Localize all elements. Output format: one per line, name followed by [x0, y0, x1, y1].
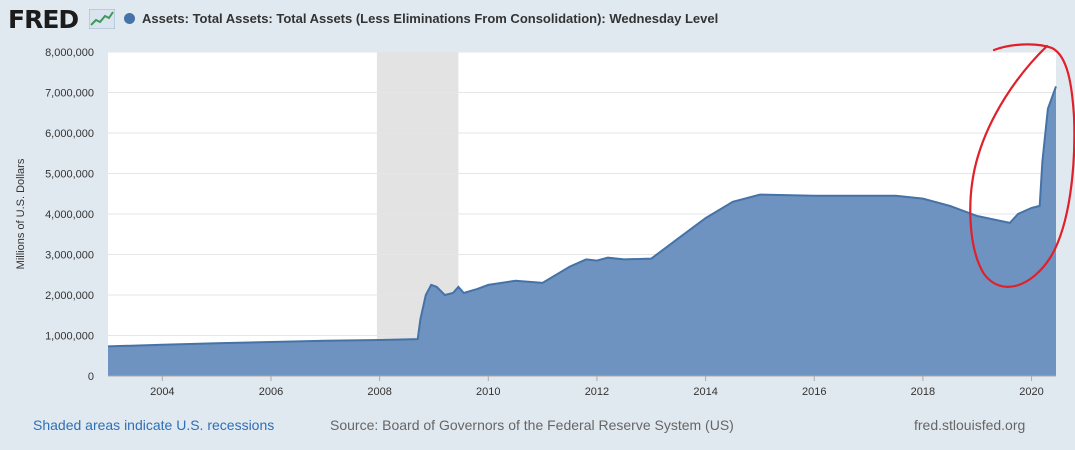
y-tick-label: 2,000,000	[45, 290, 94, 302]
x-tick-label: 2020	[1019, 386, 1043, 398]
y-tick-label: 3,000,000	[45, 250, 94, 262]
y-tick-label: 1,000,000	[45, 331, 94, 343]
line-graph-icon	[89, 9, 115, 29]
y-tick-label: 7,000,000	[45, 88, 94, 100]
x-tick-label: 2008	[367, 386, 391, 398]
site-link[interactable]: fred.stlouisfed.org	[914, 417, 1026, 433]
chart-area[interactable]: 0 1,000,000 2,000,000 3,000,000 4,000,000 5,0…	[0, 36, 1075, 408]
series-title[interactable]: Assets: Total Assets: Total Assets (Less…	[142, 11, 719, 26]
series-line[interactable]	[107, 86, 1057, 348]
y-tick-label: 4,000,000	[45, 209, 94, 221]
source-text: Source: Board of Governors of the Federa…	[330, 417, 734, 433]
x-tick-label: 2004	[150, 386, 174, 398]
x-tick-label: 2014	[693, 386, 717, 398]
annotation-circle	[969, 43, 1075, 288]
x-tick-label: 2018	[911, 386, 935, 398]
recession-note-link[interactable]: Shaded areas indicate U.S. recessions	[33, 417, 275, 433]
x-tick-label: 2006	[259, 386, 283, 398]
y-tick-label: 6,000,000	[45, 128, 94, 140]
x-tick-label: 2010	[476, 386, 500, 398]
x-tick-label: 2016	[802, 386, 826, 398]
fred-logo[interactable]: FRED	[8, 5, 79, 34]
y-tick-label: 0	[88, 371, 94, 383]
y-tick-label: 5,000,000	[45, 169, 94, 181]
x-tick-label: 2012	[585, 386, 609, 398]
chart-header: FRED Assets: Total Assets: Total Assets …	[0, 0, 1075, 40]
y-tick-label: 8,000,000	[45, 47, 94, 59]
series-area[interactable]	[108, 86, 1056, 377]
y-axis-title: Millions of U.S. Dollars	[15, 158, 27, 269]
legend-marker	[124, 13, 135, 24]
